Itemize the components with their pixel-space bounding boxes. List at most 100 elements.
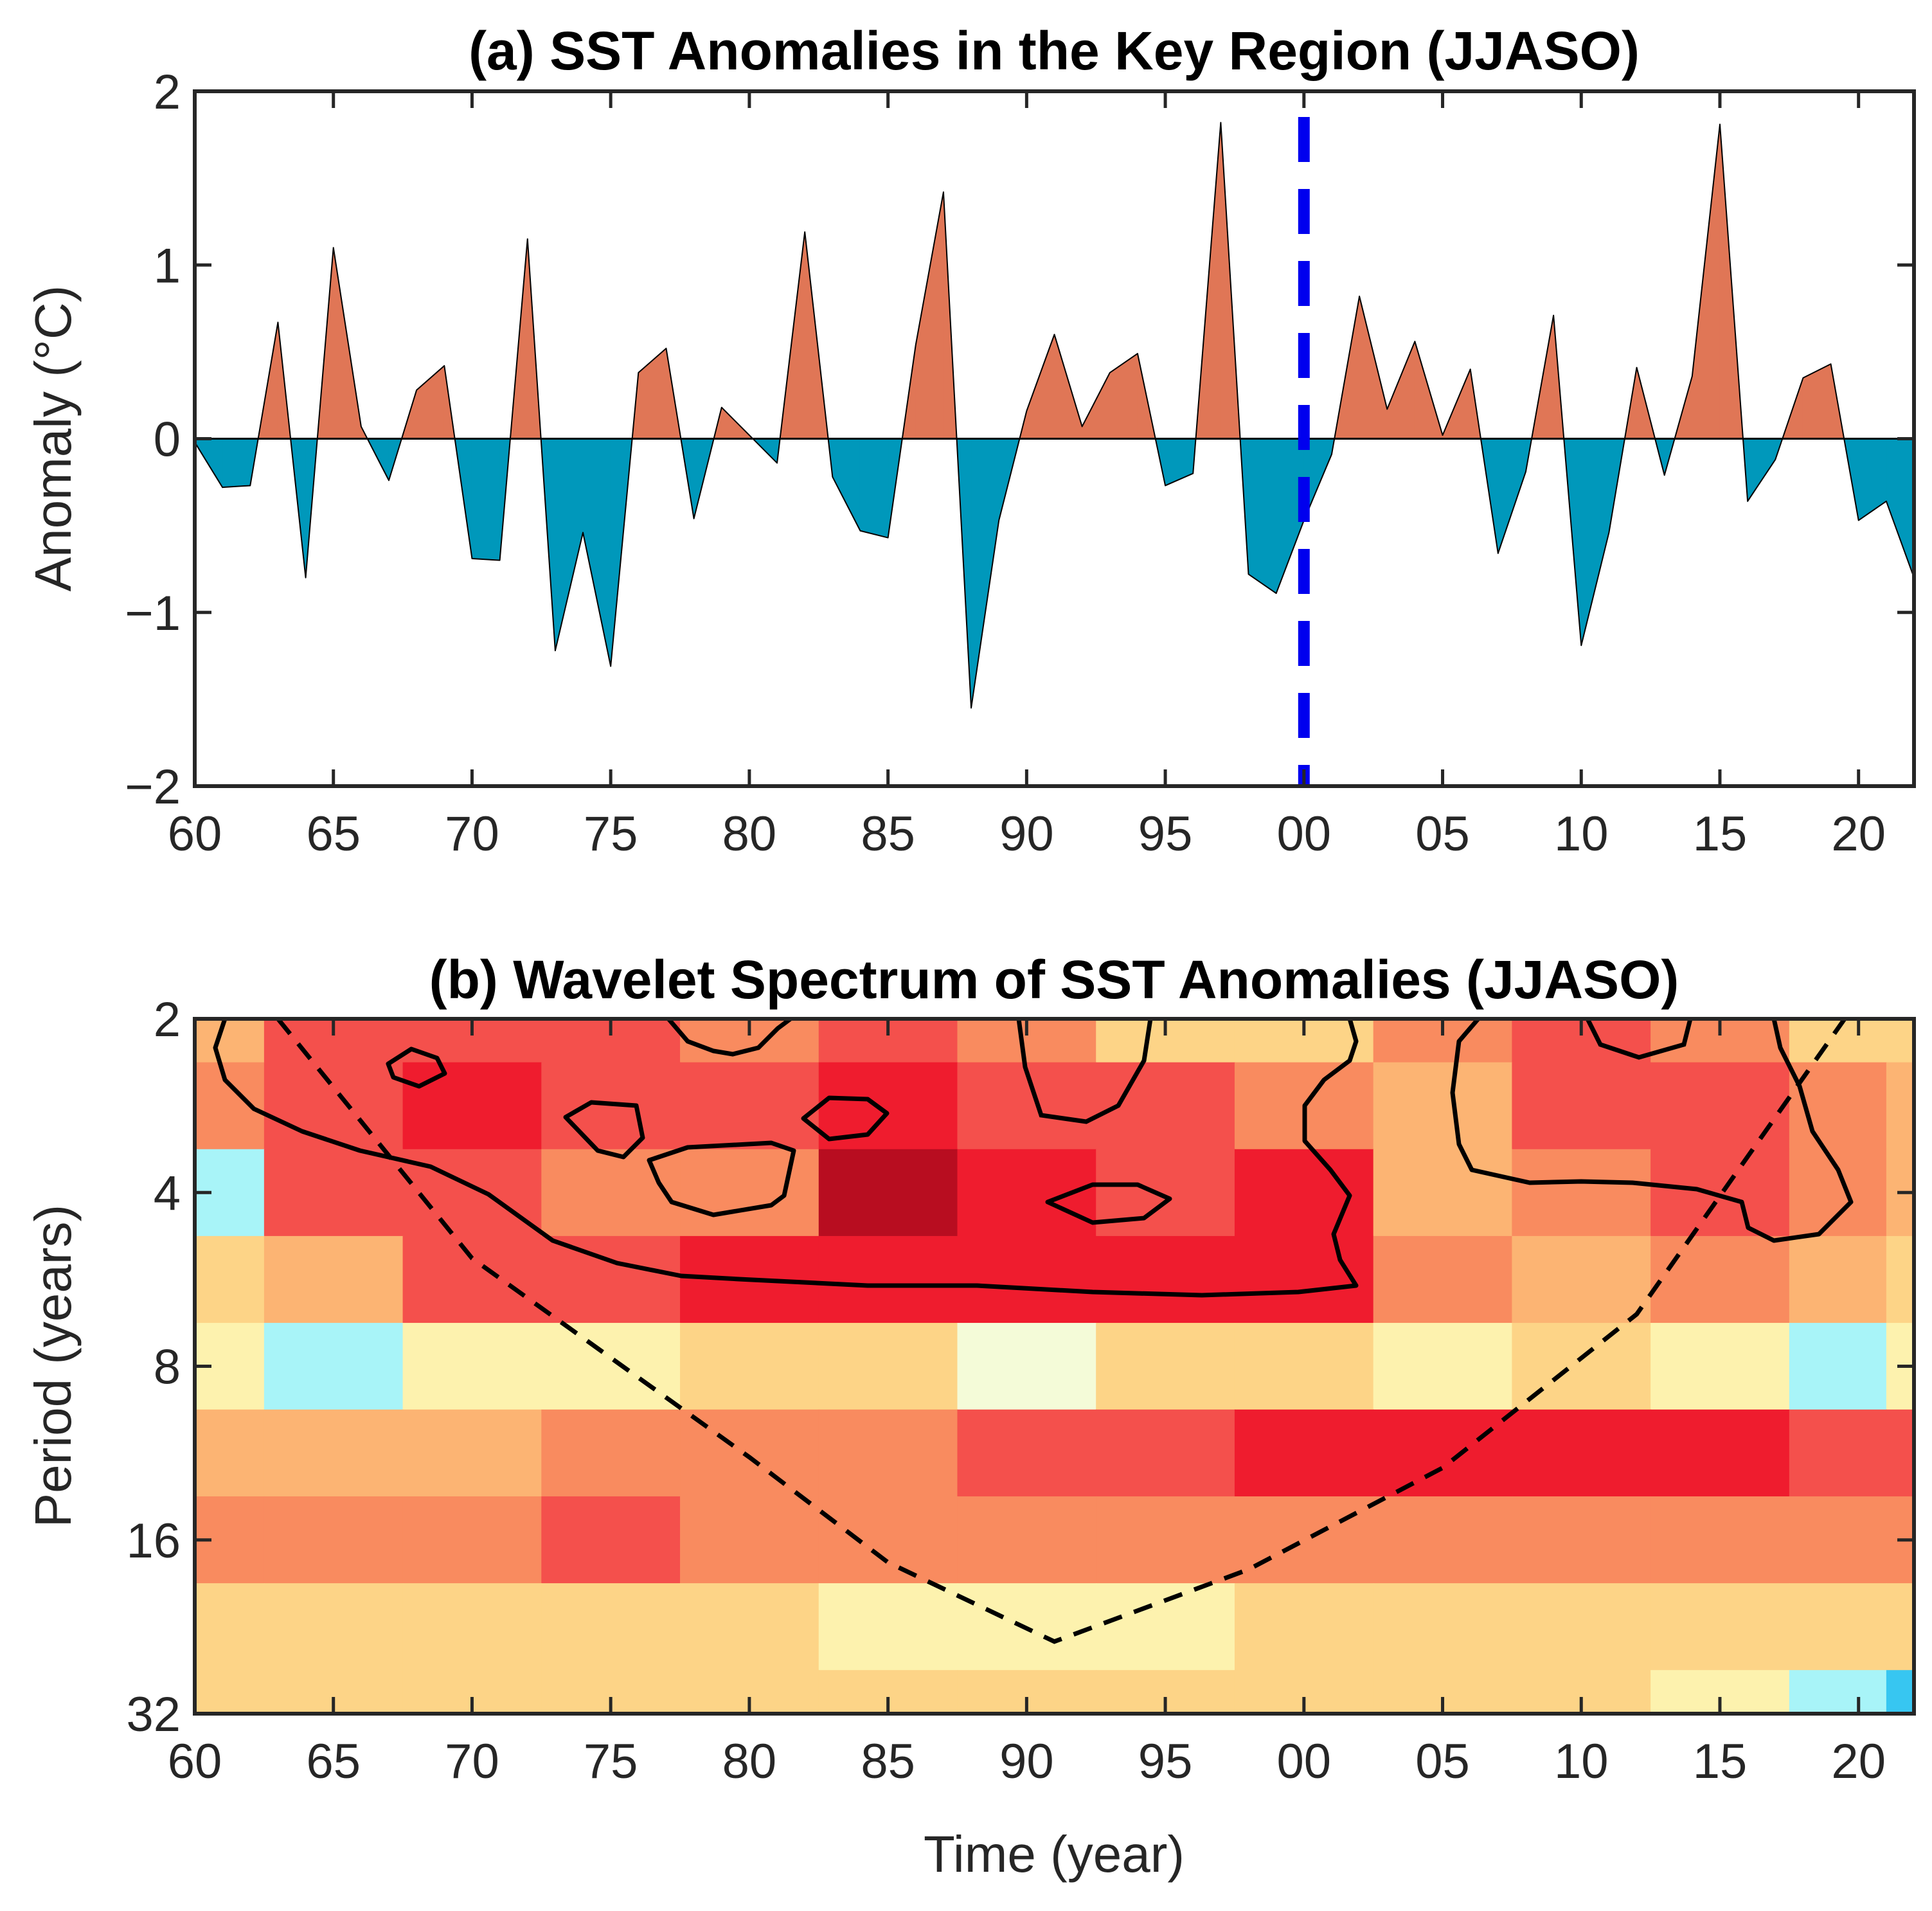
significance-contour-top-1	[666, 1019, 792, 1057]
panel-b-title: (b) Wavelet Spectrum of SST Anomalies (J…	[429, 949, 1679, 1010]
wavelet-power-cell	[1373, 1496, 1513, 1584]
wavelet-power-cell	[195, 1019, 265, 1063]
wavelet-power-cell	[818, 1062, 958, 1150]
y-tick-label: −2	[125, 760, 181, 814]
significance-contour-right-top	[1585, 1019, 1693, 1060]
wavelet-power-cell	[264, 1583, 404, 1671]
wavelet-power-cell	[1234, 1496, 1374, 1584]
wavelet-power-cell	[402, 1235, 542, 1324]
wavelet-power-cell	[1373, 1583, 1513, 1671]
wavelet-power-cell	[264, 1149, 404, 1237]
wavelet-power-cell	[818, 1235, 958, 1324]
wavelet-power-cell	[1096, 1496, 1235, 1584]
time-tick-label: 10	[1554, 1734, 1609, 1789]
time-tick-label: 80	[722, 1734, 777, 1789]
cone-of-influence	[276, 1019, 1847, 1644]
x-tick-label: 15	[1693, 807, 1748, 861]
wavelet-power-cell	[402, 1323, 542, 1410]
wavelet-power-cell	[680, 1496, 819, 1584]
wavelet-power-cell	[1373, 1235, 1513, 1324]
wavelet-power-cell	[680, 1323, 819, 1410]
panel-b-xlabel: Time (year)	[924, 1826, 1185, 1883]
panel-b-wavelet-spectrum: (b) Wavelet Spectrum of SST Anomalies (J…	[24, 949, 1916, 1883]
wavelet-power-cell	[1650, 1409, 1790, 1497]
wavelet-power-cell	[1512, 1496, 1652, 1584]
wavelet-power-cell	[1373, 1062, 1513, 1150]
wavelet-power-cell	[1789, 1409, 1887, 1497]
wavelet-power-cell	[195, 1235, 265, 1324]
wavelet-power-cell	[680, 1583, 819, 1671]
wavelet-power-cell	[1886, 1235, 1914, 1324]
panel-a-ylabel: Anomaly (°C)	[24, 285, 82, 592]
wavelet-power-cell	[1234, 1583, 1374, 1671]
wavelet-power-cell	[1373, 1409, 1513, 1497]
wavelet-power-cell	[541, 1235, 681, 1324]
wavelet-power-cell	[818, 1323, 958, 1410]
y-tick-label: −1	[125, 586, 181, 641]
significance-contour-island-2	[563, 1100, 645, 1160]
x-tick-label: 95	[1138, 807, 1193, 861]
significance-contour-top-2	[1016, 1019, 1153, 1124]
period-tick-label: 32	[126, 1687, 181, 1742]
wavelet-power-cell	[1789, 1496, 1887, 1584]
wavelet-power-cell	[541, 1409, 681, 1497]
wavelet-power-cell	[402, 1149, 542, 1237]
wavelet-power-cell	[541, 1496, 681, 1584]
y-tick-label: 2	[154, 65, 181, 120]
wavelet-power-cell	[264, 1062, 404, 1150]
anomaly-area-negative	[471, 438, 501, 561]
wavelet-power-cell	[1886, 1670, 1914, 1714]
wavelet-power-cell	[1234, 1149, 1374, 1237]
x-tick-label: 10	[1554, 807, 1609, 861]
wavelet-power-cell	[1512, 1149, 1652, 1237]
wavelet-power-cell	[541, 1149, 681, 1237]
wavelet-power-cell	[541, 1583, 681, 1671]
wavelet-power-cell	[1234, 1409, 1374, 1497]
time-tick-label: 20	[1831, 1734, 1886, 1789]
wavelet-power-cell	[264, 1409, 404, 1497]
x-tick-label: 60	[168, 807, 222, 861]
wavelet-power-cell	[1650, 1149, 1790, 1237]
x-tick-label: 65	[306, 807, 361, 861]
wavelet-power-cell	[680, 1062, 819, 1150]
wavelet-power-cell	[1789, 1583, 1887, 1671]
significance-contour-island-5	[1045, 1182, 1172, 1225]
wavelet-power-cell	[818, 1583, 958, 1671]
time-tick-label: 90	[999, 1734, 1054, 1789]
wavelet-power-cell	[195, 1409, 265, 1497]
x-tick-label: 20	[1831, 807, 1886, 861]
wavelet-power-cell	[1373, 1149, 1513, 1237]
wavelet-power-cell	[818, 1409, 958, 1497]
time-tick-label: 00	[1277, 1734, 1332, 1789]
wavelet-power-field	[195, 1019, 1914, 1714]
wavelet-power-cell	[402, 1409, 542, 1497]
wavelet-power-cell	[818, 1149, 958, 1237]
wavelet-power-cell	[1096, 1149, 1235, 1237]
wavelet-power-cell	[402, 1496, 542, 1584]
significance-contour-island-1	[386, 1046, 447, 1089]
wavelet-power-cell	[1886, 1409, 1914, 1497]
time-tick-label: 15	[1693, 1734, 1748, 1789]
x-tick-label: 05	[1415, 807, 1470, 861]
wavelet-power-cell	[1096, 1235, 1235, 1324]
wavelet-power-cell	[1789, 1235, 1887, 1324]
time-tick-label: 70	[445, 1734, 499, 1789]
period-tick-label: 4	[154, 1166, 181, 1221]
wavelet-power-cell	[1512, 1583, 1652, 1671]
wavelet-power-cell	[1373, 1323, 1513, 1410]
wavelet-power-cell	[541, 1323, 681, 1410]
wavelet-power-cell	[1789, 1323, 1887, 1410]
wavelet-power-cell	[1512, 1062, 1652, 1150]
significance-contour-island-3	[801, 1095, 890, 1142]
wavelet-power-cell	[264, 1496, 404, 1584]
panel-a-title: (a) SST Anomalies in the Key Region (JJA…	[469, 21, 1640, 81]
significance-contour-island-4	[647, 1140, 796, 1217]
period-tick-label: 2	[154, 992, 181, 1047]
wavelet-power-cell	[402, 1062, 542, 1150]
x-tick-label: 70	[445, 807, 499, 861]
significance-contour-right	[1450, 1019, 1854, 1243]
wavelet-power-cell	[1512, 1235, 1652, 1324]
time-tick-label: 85	[861, 1734, 915, 1789]
time-tick-label: 60	[168, 1734, 222, 1789]
